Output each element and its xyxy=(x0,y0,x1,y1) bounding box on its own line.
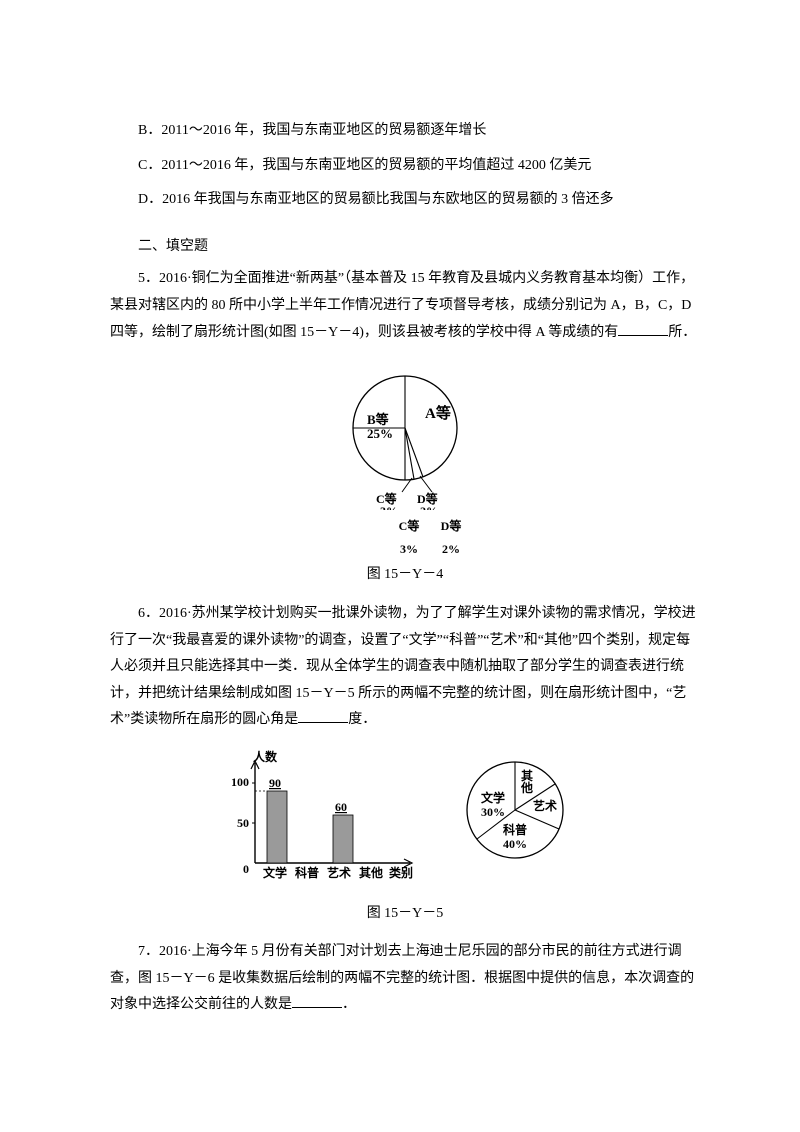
pie2-label-wenxue: 文学 xyxy=(481,790,505,805)
pie-pct-B: 25% xyxy=(367,426,393,441)
bar-ylabel: 人数 xyxy=(253,749,278,764)
pie-pct-C: 3% xyxy=(380,504,398,510)
q7-blank xyxy=(292,993,342,1008)
ytick-0: 0 xyxy=(243,862,249,876)
ytick-100: 100 xyxy=(231,775,249,789)
q5-text-post: 所． xyxy=(668,325,696,340)
figure-caption-5: 图 15－Y－5 xyxy=(110,901,700,928)
cat-wenxue: 文学 xyxy=(263,865,287,880)
q6-text-post: 度． xyxy=(348,712,376,727)
pie-chart-q5: A等 B等 25% C等 D等 3% 2% xyxy=(320,360,490,510)
q5-blank xyxy=(618,321,668,336)
question-7: 7．2016·上海今年 5 月份有关部门对计划去上海迪士尼乐园的部分市民的前往方… xyxy=(110,939,700,1019)
pie-label-A: A等 xyxy=(425,404,451,422)
bar-xlabel: 类别 xyxy=(389,865,413,880)
figure-15-y-5: 100 50 0 人数 90 60 文学 科普 艺术 其他 类别 xyxy=(110,748,700,899)
cat-qita: 其他 xyxy=(359,865,383,880)
question-6: 6．2016·苏州某学校计划购买一批课外读物，为了了解学生对课外读物的需求情况，… xyxy=(110,601,700,734)
pie2-label-qita-2: 他 xyxy=(520,780,533,795)
option-C: C．2011～2016 年，我国与东南亚地区的贸易额的平均值超过 4200 亿美… xyxy=(110,153,700,180)
q6-blank xyxy=(298,708,348,723)
section-title-2: 二、填空题 xyxy=(110,234,700,261)
bar-val-wenxue: 90 xyxy=(269,776,281,790)
charts-q6: 100 50 0 人数 90 60 文学 科普 艺术 其他 类别 xyxy=(215,748,595,888)
pie-label-D2: D等 xyxy=(430,515,472,538)
pie-bottom-row: C等D等 3%2% xyxy=(110,515,700,561)
pie2-label-kepu: 科普 xyxy=(503,822,527,837)
q5-text-pre: 5．2016·铜仁为全面推进“新两基”（基本普及 15 年教育及县城内义务教育基… xyxy=(110,271,694,339)
pie-pct-C2: 3% xyxy=(388,538,430,561)
pie2-label-yishu: 艺术 xyxy=(533,798,557,813)
q6-text-pre: 6．2016·苏州某学校计划购买一批课外读物，为了了解学生对课外读物的需求情况，… xyxy=(110,606,696,727)
pie2-pct-wenxue: 30% xyxy=(481,805,505,819)
bar-wenxue xyxy=(267,791,287,863)
cat-kepu: 科普 xyxy=(295,865,319,880)
figure-15-y-4: A等 B等 25% C等 D等 3% 2% C等D等 3%2% xyxy=(110,360,700,560)
cat-yishu: 艺术 xyxy=(327,865,351,880)
ytick-50: 50 xyxy=(237,816,249,830)
q7-text-post: ． xyxy=(342,997,356,1012)
option-D: D．2016 年我国与东南亚地区的贸易额比我国与东欧地区的贸易额的 3 倍还多 xyxy=(110,187,700,214)
figure-caption-4: 图 15－Y－4 xyxy=(110,562,700,589)
pie-pct-D2: 2% xyxy=(430,538,472,561)
page: B．2011～2016 年，我国与东南亚地区的贸易额逐年增长 C．2011～20… xyxy=(0,0,800,1132)
pie-pct-D: 2% xyxy=(420,504,438,510)
pie-label-C2: C等 xyxy=(388,515,430,538)
pie2-pct-kepu: 40% xyxy=(503,837,527,851)
option-B: B．2011～2016 年，我国与东南亚地区的贸易额逐年增长 xyxy=(110,118,700,145)
question-5: 5．2016·铜仁为全面推进“新两基”（基本普及 15 年教育及县城内义务教育基… xyxy=(110,266,700,346)
q7-text-pre: 7．2016·上海今年 5 月份有关部门对计划去上海迪士尼乐园的部分市民的前往方… xyxy=(110,944,694,1012)
bar-val-yishu: 60 xyxy=(335,800,347,814)
bar-yishu xyxy=(333,815,353,863)
pie-label-B: B等 xyxy=(367,412,389,427)
